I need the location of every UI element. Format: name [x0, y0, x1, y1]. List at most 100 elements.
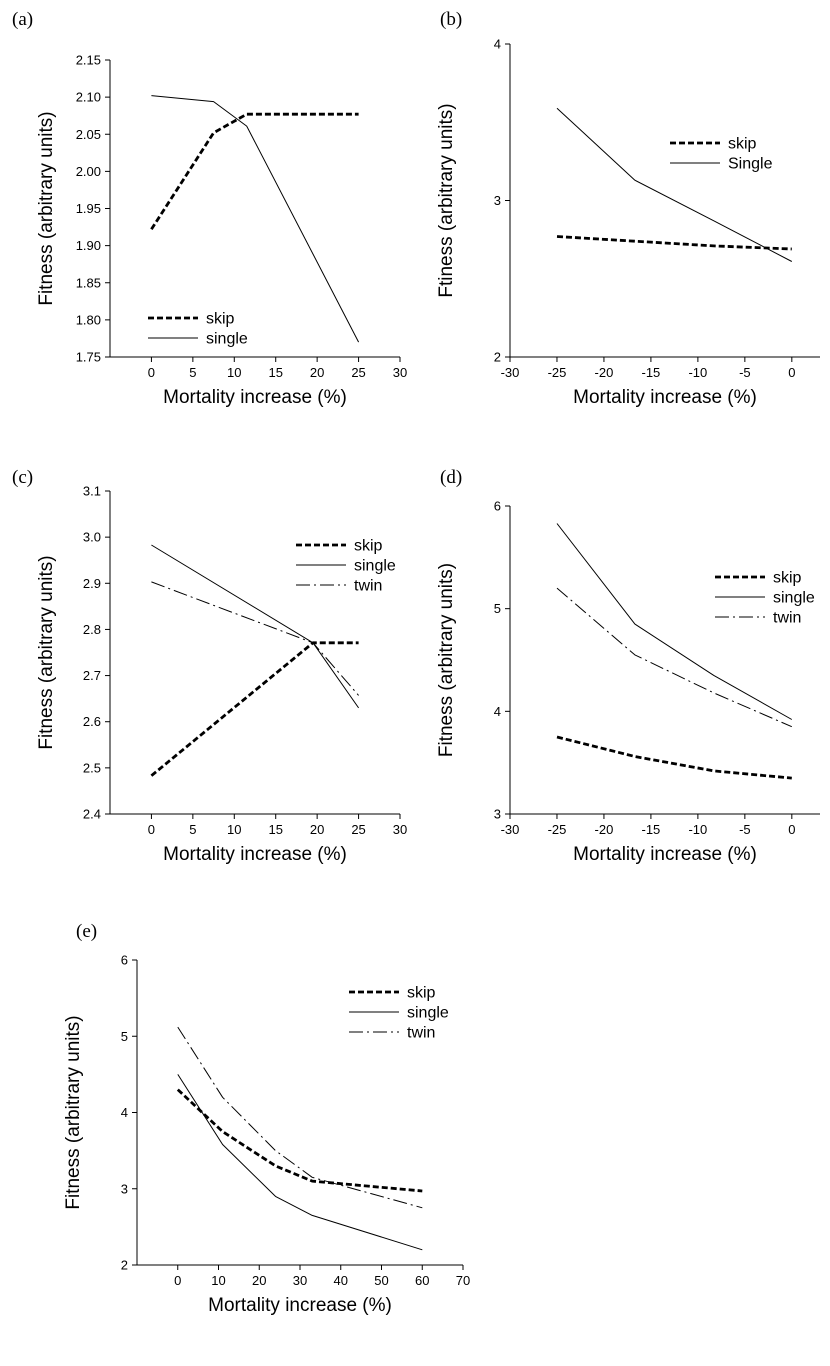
panel-c-legend-label-single: single: [354, 558, 396, 575]
panel-d-x-axis-title: Mortality increase (%): [573, 844, 757, 865]
panel-a-x-tick-label: 5: [189, 365, 196, 380]
panel-a: (a) 1.75 1.80 1.85 1.90 1.95 2.00 2.05 2.10 2.15 0…: [12, 9, 407, 408]
panel-d-x-tick-label: 0: [788, 822, 795, 837]
panel-e-label: (e): [76, 921, 97, 942]
panel-c-x-tick-label: 15: [268, 822, 282, 837]
panel-e-legend-label-skip: skip: [407, 985, 436, 1002]
panel-d-x-tick-label: -5: [739, 822, 751, 837]
panel-d: (d) 3 4 5 6 -30 -25 -20 -15 -10 -5 0 Mortality incre…: [436, 467, 820, 865]
panel-d-y-tick-label: 3: [494, 807, 501, 822]
panel-c-y-tick-label: 3.1: [83, 484, 101, 499]
panel-b: (b) 2 3 4 -30 -25 -20 -15 -10 -5 0 Mortality increa…: [436, 9, 820, 408]
panel-e-series-single-line: [177, 1074, 423, 1251]
panel-a-y-tick-label: 1.90: [76, 238, 101, 253]
panel-d-y-axis-title: Fitness (arbitrary units): [436, 563, 457, 757]
panel-e-y-axis-title: Fitness (arbitrary units): [63, 1015, 84, 1209]
panel-b-series-skip-line: [556, 235, 792, 251]
panel-c-legend-label-twin: twin: [354, 578, 382, 595]
panel-a-label: (a): [12, 9, 33, 30]
panel-c-y-tick-label: 2.5: [83, 760, 101, 775]
panel-d-y-tick-label: 5: [494, 601, 501, 616]
panel-d-label: (d): [440, 467, 462, 488]
panel-c-y-axis-title: Fitness (arbitrary units): [36, 555, 57, 749]
panel-d-x-tick-label: -10: [688, 822, 707, 837]
panel-c-y-tick-label: 2.4: [83, 807, 101, 822]
panel-c-series-single-line: [151, 544, 360, 709]
panel-a-y-tick-label: 2.05: [76, 127, 101, 142]
panel-d-legend-label-single: single: [773, 590, 815, 607]
panel-d-y-tick-label: 4: [494, 704, 501, 719]
panel-d-series-single-line: [556, 523, 793, 720]
panel-e-x-tick-label: 60: [415, 1273, 429, 1288]
panel-c-y-tick-label: 2.8: [83, 622, 101, 637]
panel-e-x-tick-label: 10: [211, 1273, 225, 1288]
panel-b-x-tick-label: -30: [501, 365, 520, 380]
panel-a-y-tick-label: 1.95: [76, 201, 101, 216]
panel-a-legend-label-single: single: [206, 331, 248, 348]
panel-c-label: (c): [12, 467, 33, 488]
panel-a-legend-label-skip: skip: [206, 311, 235, 328]
panel-c-y-tick-label: 2.6: [83, 714, 101, 729]
panel-a-x-tick-label: 25: [351, 365, 365, 380]
panel-c-x-tick-label: 5: [189, 822, 196, 837]
panel-c-series-twin-line: [151, 581, 359, 696]
panel-b-label: (b): [440, 9, 462, 30]
panel-a-x-tick-label: 10: [227, 365, 241, 380]
panel-b-legend-label-single: Single: [728, 156, 773, 173]
panel-c-y-tick-label: 3.0: [83, 530, 101, 545]
panel-e-x-axis-title: Mortality increase (%): [208, 1295, 392, 1316]
panel-a-series-skip-line: [150, 112, 359, 231]
panel-a-y-tick-label: 2.10: [76, 90, 101, 105]
panel-d-series-skip-line: [556, 735, 792, 780]
panel-a-y-tick-label: 2.15: [76, 53, 101, 68]
panel-e-series-skip-line: [176, 1088, 423, 1193]
panel-b-x-tick-label: 0: [788, 365, 795, 380]
panel-d-series-twin-line: [556, 587, 792, 728]
panel-e-x-tick-label: 50: [374, 1273, 388, 1288]
panel-c-x-tick-label: 20: [310, 822, 324, 837]
panel-d-legend-label-twin: twin: [773, 610, 801, 627]
panel-e-x-tick-label: 40: [334, 1273, 348, 1288]
panel-c-x-axis-title: Mortality increase (%): [163, 844, 347, 865]
panel-a-y-tick-label: 2.00: [76, 164, 101, 179]
panel-d-x-tick-label: -30: [501, 822, 520, 837]
panel-b-x-tick-label: -5: [739, 365, 751, 380]
panel-e-y-tick-label: 2: [121, 1258, 128, 1273]
panel-a-x-tick-label: 15: [268, 365, 282, 380]
panel-c-x-tick-label: 25: [351, 822, 365, 837]
panel-c-x-tick-label: 30: [393, 822, 407, 837]
panel-c-x-tick-label: 0: [148, 822, 155, 837]
panel-e-y-tick-label: 4: [121, 1105, 128, 1120]
panel-b-x-tick-label: -10: [688, 365, 707, 380]
panel-a-series-single-line: [151, 95, 360, 343]
panel-e-y-tick-label: 6: [121, 953, 128, 968]
panel-e-y-tick-label: 5: [121, 1029, 128, 1044]
panel-e-y-tick-label: 3: [121, 1181, 128, 1196]
panel-b-x-tick-label: -20: [595, 365, 614, 380]
panel-e-x-tick-label: 0: [174, 1273, 181, 1288]
panel-e-legend-label-single: single: [407, 1005, 449, 1022]
panel-b-series-single-line: [556, 107, 793, 262]
panel-c-y-tick-label: 2.9: [83, 576, 101, 591]
panel-e-x-tick-label: 30: [293, 1273, 307, 1288]
panel-d-y-tick-label: 6: [494, 499, 501, 514]
panel-b-y-tick-label: 3: [494, 193, 501, 208]
panel-c-x-tick-label: 10: [227, 822, 241, 837]
panel-d-legend-label-skip: skip: [773, 570, 802, 587]
panel-b-y-axis-title: Ftiness (arbitrary units): [436, 103, 457, 297]
panel-a-x-tick-label: 30: [393, 365, 407, 380]
panel-d-x-tick-label: -25: [548, 822, 567, 837]
panel-a-x-tick-label: 0: [148, 365, 155, 380]
panel-a-y-tick-label: 1.80: [76, 312, 101, 327]
panel-d-x-tick-label: -20: [595, 822, 614, 837]
panel-d-x-tick-label: -15: [642, 822, 661, 837]
panel-e-series-twin-line: [177, 1026, 423, 1209]
panel-e-x-tick-label: 20: [252, 1273, 266, 1288]
panel-b-x-tick-label: -15: [642, 365, 661, 380]
panel-b-y-tick-label: 4: [494, 37, 501, 52]
panel-a-y-axis-title: Fitness (arbitrary units): [36, 111, 57, 305]
panel-e-x-tick-label: 70: [456, 1273, 470, 1288]
panel-b-legend-label-skip: skip: [728, 136, 757, 153]
